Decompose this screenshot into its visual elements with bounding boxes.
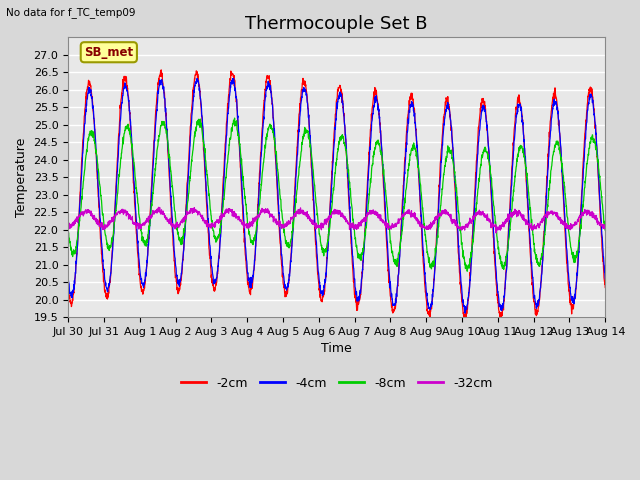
- -4cm: [493, 280, 501, 286]
- Text: No data for f_TC_temp09: No data for f_TC_temp09: [6, 7, 136, 18]
- -32cm: [492, 230, 500, 236]
- -2cm: [214, 261, 222, 266]
- -32cm: [364, 210, 372, 216]
- -4cm: [570, 298, 577, 303]
- Line: -2cm: -2cm: [68, 70, 605, 322]
- -8cm: [353, 244, 360, 250]
- Line: -8cm: -8cm: [68, 118, 605, 271]
- -8cm: [570, 250, 577, 255]
- -4cm: [214, 264, 221, 269]
- -8cm: [554, 142, 562, 148]
- -4cm: [364, 177, 372, 183]
- -2cm: [461, 319, 468, 325]
- -8cm: [364, 207, 372, 213]
- -2cm: [157, 67, 165, 73]
- -2cm: [570, 303, 577, 309]
- Y-axis label: Temperature: Temperature: [15, 138, 28, 217]
- -32cm: [570, 223, 577, 228]
- -4cm: [353, 289, 360, 295]
- Line: -32cm: -32cm: [68, 207, 605, 233]
- -2cm: [602, 285, 609, 290]
- -32cm: [493, 226, 501, 231]
- Title: Thermocouple Set B: Thermocouple Set B: [246, 15, 428, 33]
- X-axis label: Time: Time: [321, 342, 352, 356]
- -2cm: [64, 285, 72, 290]
- -4cm: [602, 276, 609, 282]
- -8cm: [602, 228, 609, 233]
- -4cm: [64, 277, 72, 283]
- -32cm: [214, 219, 222, 225]
- -8cm: [463, 268, 471, 274]
- Legend: -2cm, -4cm, -8cm, -32cm: -2cm, -4cm, -8cm, -32cm: [176, 372, 497, 395]
- -32cm: [64, 223, 72, 229]
- -8cm: [231, 115, 239, 121]
- -8cm: [493, 234, 501, 240]
- -4cm: [554, 114, 562, 120]
- -32cm: [155, 204, 163, 210]
- Line: -4cm: -4cm: [68, 78, 605, 313]
- -2cm: [554, 112, 562, 118]
- Text: SB_met: SB_met: [84, 46, 133, 59]
- -32cm: [602, 225, 609, 231]
- -4cm: [230, 75, 237, 81]
- -2cm: [353, 299, 360, 304]
- -2cm: [364, 171, 372, 177]
- -32cm: [353, 222, 360, 228]
- -8cm: [64, 228, 72, 234]
- -8cm: [214, 235, 221, 241]
- -4cm: [461, 310, 468, 316]
- -32cm: [554, 216, 562, 222]
- -2cm: [493, 293, 501, 299]
